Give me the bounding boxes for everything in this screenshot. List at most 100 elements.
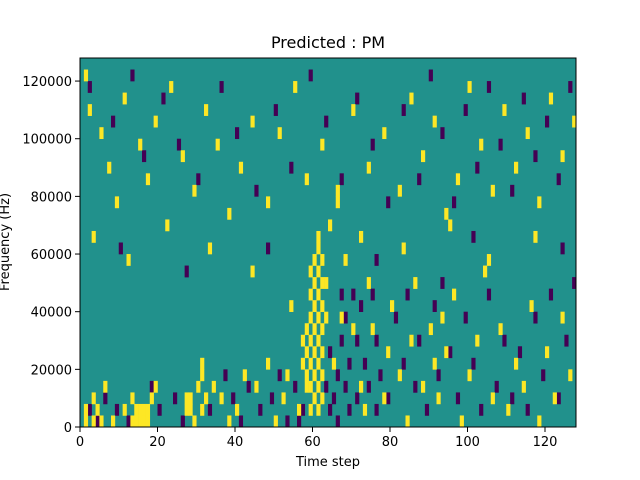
heatmap-cell-high: [200, 369, 205, 382]
heatmap-cell-low: [374, 334, 379, 347]
heatmap-cell-low: [572, 277, 577, 289]
heatmap-cell-high: [545, 346, 550, 359]
heatmap-cell-high: [529, 300, 534, 312]
x-axis-label: Time step: [295, 455, 360, 470]
heatmap-cell-high: [448, 219, 453, 232]
heatmap-cell-low: [335, 369, 340, 382]
x-tick-label: 60: [304, 435, 321, 450]
heatmap-cell-low: [173, 392, 178, 405]
heatmap-cell-high: [219, 392, 224, 405]
heatmap-cell-high: [308, 357, 313, 370]
heatmap-cell-low: [87, 81, 92, 93]
heatmap-cell-high: [254, 380, 259, 393]
heatmap-cell-high: [293, 81, 298, 93]
heatmap-cell-high: [308, 334, 313, 347]
y-tick-label: 80000: [31, 190, 72, 205]
heatmap-cell-high: [320, 300, 325, 312]
heatmap-cell-high: [312, 369, 317, 382]
heatmap-cell-low: [463, 104, 468, 116]
heatmap-cell-low: [293, 380, 298, 393]
heatmap-cell-high: [130, 392, 135, 405]
x-tick-label: 0: [76, 435, 84, 450]
heatmap-cell-high: [370, 323, 375, 336]
heatmap-cell-high: [145, 173, 151, 186]
heatmap-cell-high: [359, 230, 364, 243]
heatmap-cell-high: [320, 346, 325, 359]
heatmap-cell-high: [382, 392, 387, 405]
heatmap-cell-low: [568, 81, 573, 93]
heatmap-cell-low: [324, 380, 329, 393]
heatmap-cell-low: [289, 161, 294, 174]
heatmap-cell-low: [533, 311, 538, 324]
heatmap-cell-low: [161, 92, 166, 105]
heatmap-cell-high: [316, 403, 321, 416]
heatmap-cell-high: [568, 369, 573, 382]
heatmap-cell-high: [467, 81, 472, 93]
heatmap-cell-low: [374, 403, 379, 416]
heatmap-cell-high: [273, 415, 278, 428]
heatmap-cell-high: [560, 150, 565, 163]
heatmap-cell-high: [572, 115, 577, 128]
heatmap-cell-low: [343, 311, 348, 324]
heatmap-cell-low: [331, 392, 337, 405]
heatmap-cell-high: [145, 415, 151, 428]
heatmap-cell-high: [87, 104, 92, 116]
heatmap-cell-high: [83, 69, 89, 82]
heatmap-cell-high: [165, 219, 170, 232]
heatmap-cell-high: [316, 230, 321, 243]
heatmap-cell-high: [215, 138, 220, 151]
heatmap-cell-high: [316, 380, 321, 393]
heatmap-cell-low: [424, 403, 430, 416]
heatmap-cell-low: [324, 115, 329, 128]
heatmap-cell-high: [444, 346, 449, 359]
heatmap-cell-high: [459, 415, 464, 428]
heatmap-cell-high: [440, 311, 445, 324]
heatmap-cell-high: [405, 415, 410, 428]
heatmap-cell-low: [300, 403, 306, 416]
y-tick-label: 120000: [22, 75, 72, 90]
heatmap-cell-high: [409, 334, 414, 347]
heatmap-cell-low: [401, 357, 406, 370]
heatmap-cell-low: [157, 403, 162, 416]
heatmap-cell-high: [304, 380, 309, 393]
heatmap-cell-high: [552, 392, 557, 405]
heatmap-cell-low: [448, 346, 453, 359]
heatmap-cell-high: [397, 184, 402, 197]
heatmap-cell-high: [483, 265, 488, 278]
heatmap-cell-high: [227, 207, 232, 220]
heatmap-cell-high: [455, 173, 461, 186]
heatmap-cell-low: [510, 392, 515, 405]
heatmap-cell-high: [335, 184, 340, 197]
heatmap-cell-high: [289, 300, 294, 312]
heatmap-cell-low: [386, 196, 391, 209]
y-axis: 0 20000 40000 60000 80000 100000 120000: [22, 75, 80, 436]
heatmap-cell-high: [142, 403, 147, 416]
heatmap-cell-high: [335, 196, 340, 209]
heatmap-cell-low: [308, 69, 313, 82]
heatmap-cell-high: [308, 265, 313, 278]
heatmap-cell-high: [235, 403, 240, 416]
heatmap-cell-high: [521, 380, 526, 393]
heatmap-cell-high: [506, 403, 511, 416]
heatmap-cell-low: [556, 173, 561, 186]
heatmap-cell-high: [320, 277, 325, 289]
x-tick-label: 120: [533, 435, 558, 450]
heatmap-cell-low: [479, 403, 484, 416]
heatmap-cell-low: [196, 173, 201, 186]
heatmap-cell-low: [359, 300, 364, 312]
heatmap-cell-high: [149, 392, 154, 405]
heatmap-cell-low: [417, 334, 422, 347]
heatmap-cell-low: [471, 230, 476, 243]
heatmap-cell-high: [320, 323, 325, 336]
heatmap-cell-high: [490, 184, 495, 197]
heatmap-cell-high: [142, 415, 147, 428]
heatmap-cell-high: [122, 92, 127, 105]
heatmap-cell-high: [502, 104, 507, 116]
x-tick-label: 80: [382, 435, 399, 450]
heatmap-cell-high: [192, 415, 197, 428]
heatmap-cell-high: [537, 196, 542, 209]
heatmap-cell-high: [184, 392, 189, 405]
heatmap-cell-low: [176, 138, 182, 151]
heatmap-cell-high: [188, 403, 193, 416]
heatmap-cell-low: [560, 242, 565, 255]
